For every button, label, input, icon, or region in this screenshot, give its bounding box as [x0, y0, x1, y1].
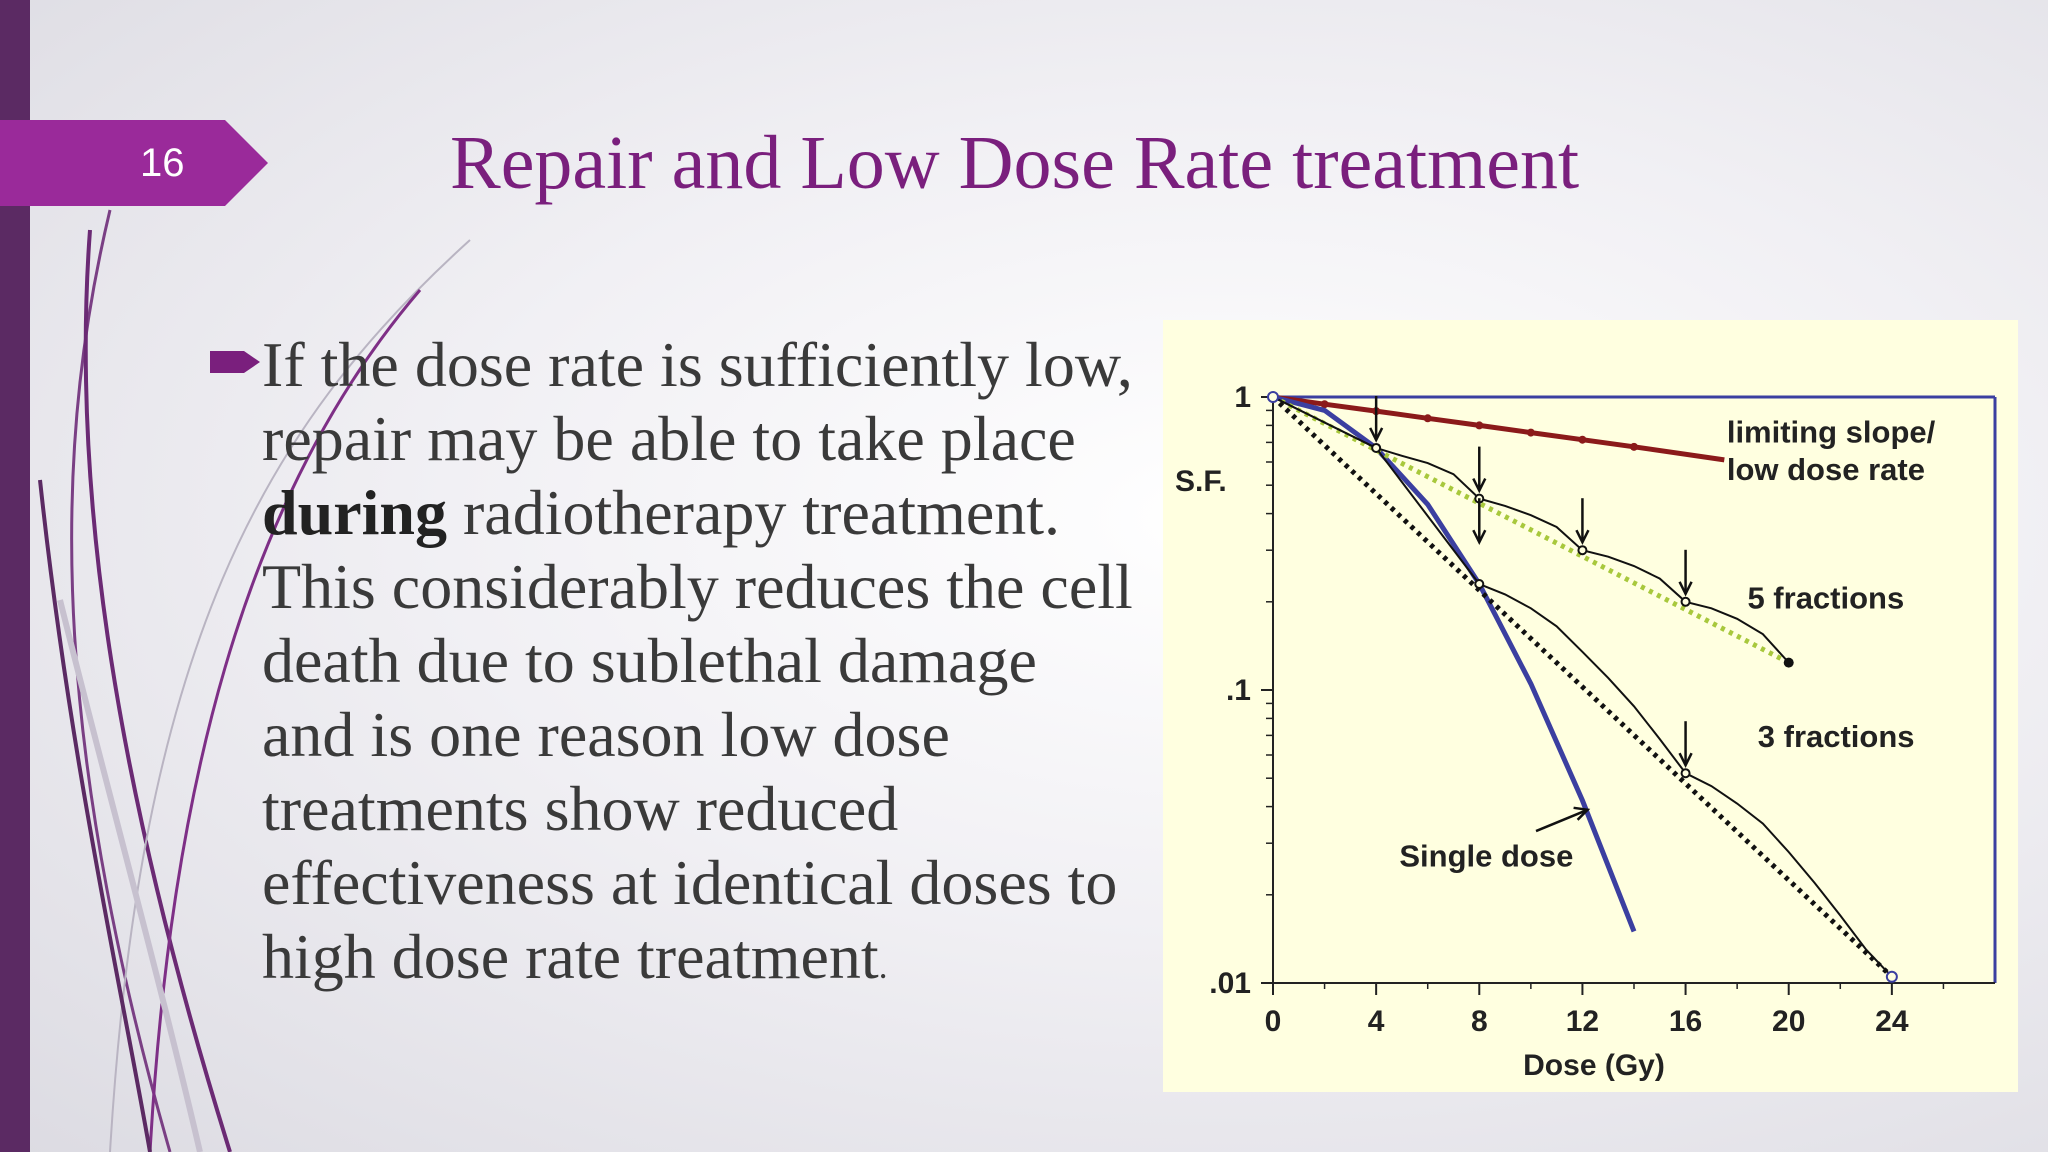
- y-tick-label: 1: [1234, 381, 1251, 414]
- series-line-1: [1272, 394, 1637, 933]
- series-line-0: [1272, 394, 1725, 463]
- chart-annotation: low dose rate: [1727, 452, 1925, 487]
- fraction-arrowhead: [1369, 427, 1384, 443]
- x-tick-label: 24: [1875, 1005, 1909, 1038]
- chart-panel: 0 4 8 12 16 20 24 1 .1 .01 Dose (Gy) S.F. limiting s…: [1163, 320, 2018, 1092]
- bullet-text-bold: during: [262, 477, 447, 548]
- single-dose-pointer-head: [1573, 806, 1591, 821]
- x-tick-label: 0: [1265, 1005, 1282, 1038]
- data-point: [1526, 428, 1535, 437]
- x-tick-label: 4: [1368, 1005, 1385, 1038]
- fraction-arrowhead: [1472, 529, 1487, 545]
- slide-title: Repair and Low Dose Rate treatment: [450, 121, 1580, 205]
- bullet-text-end: .: [878, 946, 888, 986]
- bullet-text-post: radiotherapy treatment. This considerabl…: [262, 477, 1133, 992]
- chart-annotation: 5 fractions: [1747, 580, 1904, 615]
- fraction-point: [1371, 442, 1382, 453]
- slide-number-tab: [0, 120, 268, 206]
- origin-point: [1267, 391, 1279, 403]
- y-tick-label: .1: [1226, 674, 1251, 707]
- single-dose-pointer: [1535, 808, 1589, 833]
- data-point: [1578, 435, 1587, 444]
- series-line-3: [1271, 395, 1894, 979]
- chart-annotation: Single dose: [1399, 838, 1573, 873]
- data-point: [1475, 421, 1484, 430]
- fraction-endpoint: [1783, 657, 1794, 668]
- fraction-arrowhead: [1472, 478, 1487, 494]
- fraction-point: [1680, 768, 1691, 779]
- fraction-point: [1474, 579, 1485, 590]
- decorative-curves: [38, 209, 471, 1152]
- bullet-text-pre: If the dose rate is sufficiently low, re…: [262, 329, 1133, 474]
- series-line-4: [1272, 396, 1790, 664]
- fraction-arrowhead: [1678, 581, 1693, 597]
- y-tick-label: .01: [1209, 967, 1251, 1000]
- y-axis-label: S.F.: [1175, 465, 1227, 498]
- x-tick-label: 16: [1669, 1005, 1702, 1038]
- data-point: [1320, 400, 1329, 409]
- fraction-arrowhead: [1678, 752, 1693, 769]
- series-line-5: [1272, 396, 1893, 978]
- slide-number: 16: [140, 141, 185, 185]
- series-line-2: [1271, 394, 1790, 665]
- survival-curve-chart: 0 4 8 12 16 20 24 1 .1 .01 Dose (Gy) S.F. limiting s…: [1175, 381, 1997, 1082]
- fraction-endpoint: [1885, 970, 1898, 983]
- chart-annotation: 3 fractions: [1758, 719, 1915, 754]
- x-tick-label: 8: [1471, 1005, 1488, 1038]
- bullet-arrow-icon: [210, 351, 260, 373]
- data-point: [1423, 414, 1432, 423]
- data-point: [1630, 442, 1638, 451]
- fraction-point: [1577, 545, 1588, 556]
- fraction-point: [1680, 596, 1691, 607]
- bullet-text: If the dose rate is sufficiently low, re…: [262, 328, 1142, 1003]
- chart-annotation: limiting slope/: [1727, 414, 1936, 449]
- x-tick-label: 20: [1772, 1005, 1805, 1038]
- x-tick-label: 12: [1566, 1005, 1599, 1038]
- x-axis-label: Dose (Gy): [1523, 1049, 1665, 1082]
- fraction-arrowhead: [1575, 529, 1590, 545]
